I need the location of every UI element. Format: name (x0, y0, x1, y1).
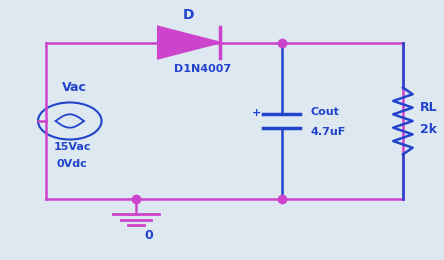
Text: D1N4007: D1N4007 (174, 64, 231, 74)
Text: D: D (183, 8, 194, 22)
Text: 2k: 2k (420, 122, 436, 135)
Text: RL: RL (420, 101, 437, 114)
Text: 15Vac: 15Vac (53, 142, 91, 152)
Text: 0Vdc: 0Vdc (56, 159, 87, 168)
Text: Cout: Cout (310, 107, 339, 116)
Text: +: + (252, 107, 261, 118)
Text: Vac: Vac (62, 81, 87, 94)
Polygon shape (158, 27, 220, 58)
Text: 4.7uF: 4.7uF (310, 127, 345, 137)
Text: 0: 0 (144, 229, 153, 242)
